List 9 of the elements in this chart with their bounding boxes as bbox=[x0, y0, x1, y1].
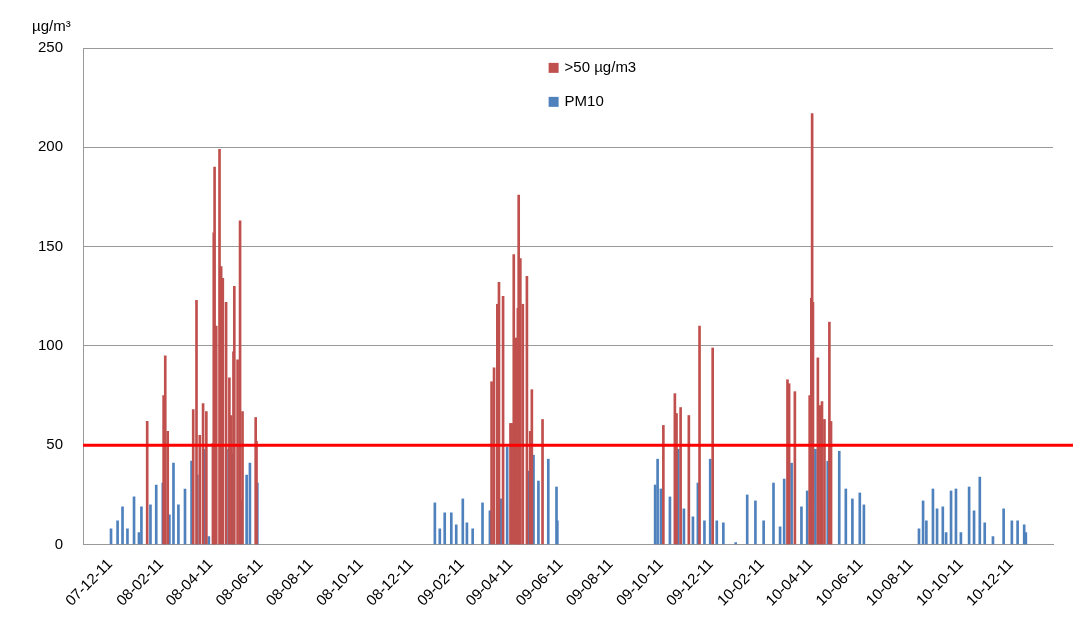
y-tick-label: 150 bbox=[38, 236, 64, 254]
y-tick-label: 50 bbox=[46, 435, 64, 453]
legend-label: >50 µg/m3 bbox=[564, 58, 637, 75]
y-tick-label: 100 bbox=[38, 336, 64, 354]
y-axis-title: µg/m³ bbox=[32, 16, 71, 34]
legend-label: PM10 bbox=[564, 92, 604, 109]
y-tick-label: 250 bbox=[38, 38, 64, 56]
y-tick-label: 200 bbox=[38, 137, 64, 155]
y-tick-label: 0 bbox=[54, 534, 64, 552]
